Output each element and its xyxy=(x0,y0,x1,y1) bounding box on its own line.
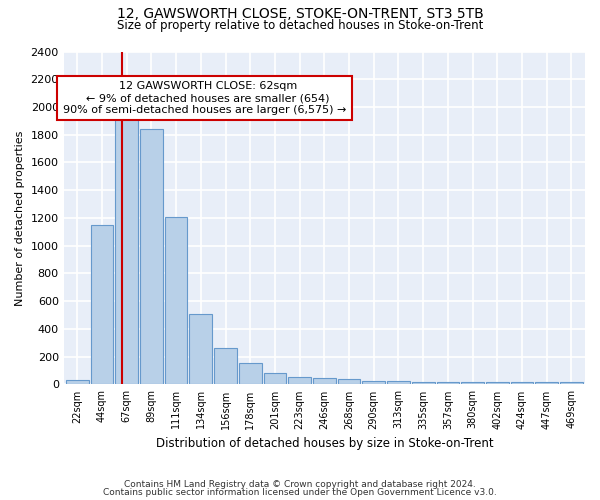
Bar xyxy=(165,216,187,384)
Bar xyxy=(66,380,89,384)
Bar xyxy=(140,129,163,384)
Bar xyxy=(239,363,262,384)
Y-axis label: Number of detached properties: Number of detached properties xyxy=(15,130,25,306)
Text: Contains public sector information licensed under the Open Government Licence v3: Contains public sector information licen… xyxy=(103,488,497,497)
Bar xyxy=(362,382,385,384)
Bar xyxy=(190,314,212,384)
Bar xyxy=(511,382,533,384)
Bar xyxy=(387,382,410,384)
Bar xyxy=(560,382,583,384)
Text: 12, GAWSWORTH CLOSE, STOKE-ON-TRENT, ST3 5TB: 12, GAWSWORTH CLOSE, STOKE-ON-TRENT, ST3… xyxy=(116,8,484,22)
Bar xyxy=(437,382,459,384)
Bar xyxy=(214,348,237,385)
Text: Contains HM Land Registry data © Crown copyright and database right 2024.: Contains HM Land Registry data © Crown c… xyxy=(124,480,476,489)
Bar xyxy=(412,382,434,384)
Bar xyxy=(535,382,558,384)
Bar xyxy=(288,378,311,384)
Bar xyxy=(486,382,509,384)
Text: 12 GAWSWORTH CLOSE: 62sqm
  ← 9% of detached houses are smaller (654)
90% of sem: 12 GAWSWORTH CLOSE: 62sqm ← 9% of detach… xyxy=(63,82,346,114)
Bar xyxy=(115,114,138,384)
Text: Size of property relative to detached houses in Stoke-on-Trent: Size of property relative to detached ho… xyxy=(117,19,483,32)
Bar xyxy=(91,225,113,384)
Bar xyxy=(313,378,335,384)
Bar xyxy=(263,374,286,384)
Bar xyxy=(461,382,484,384)
Bar xyxy=(338,379,361,384)
X-axis label: Distribution of detached houses by size in Stoke-on-Trent: Distribution of detached houses by size … xyxy=(155,437,493,450)
